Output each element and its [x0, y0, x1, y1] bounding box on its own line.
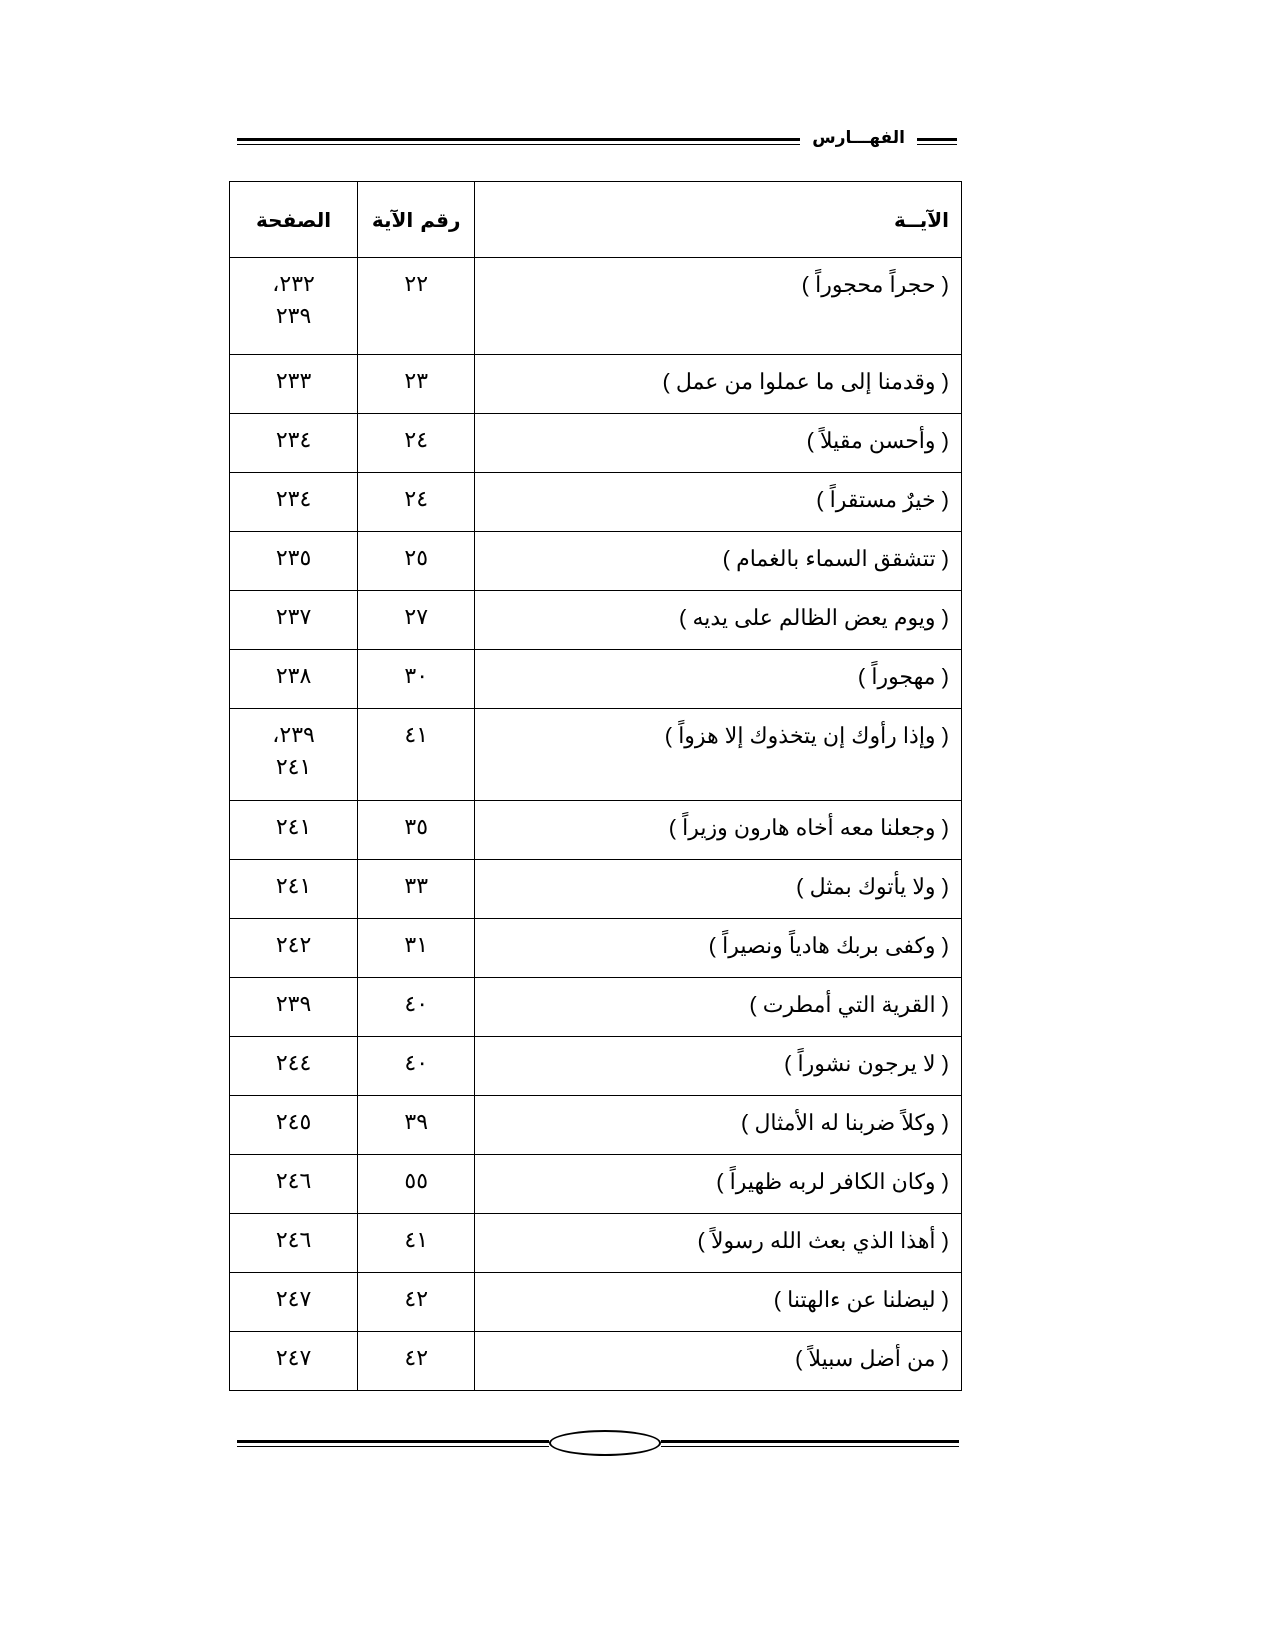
column-header-verse: الآيــة: [474, 181, 962, 258]
verse-text-cell: ( من أضل سبيلاً ): [474, 1331, 962, 1391]
verse-number-cell: ٤٠: [357, 1036, 476, 1096]
page-number-cell: ٢٤٦: [228, 1154, 359, 1214]
column-header-verse-number: رقم الآية: [357, 181, 476, 258]
page-number-cell: ٢٣٢، ٢٣٩: [228, 257, 359, 355]
page-number-cell: ٢٣٣: [228, 354, 359, 414]
verse-number-cell: ٢٤: [357, 472, 476, 532]
verse-number-cell: ٣٩: [357, 1095, 476, 1155]
verse-number-cell: ٢٢: [357, 257, 476, 355]
header-rule-right: [917, 138, 957, 145]
table-row: ( ويوم يعض الظالم على يديه ) ٢٧ ٢٣٧: [228, 590, 962, 650]
verse-text-cell: ( القرية التي أمطرت ): [474, 977, 962, 1037]
verse-text-cell: ( وكان الكافر لربه ظهيراً ): [474, 1154, 962, 1214]
page-number-cell: ٢٤٧: [228, 1272, 359, 1332]
table-row: ( وكفى بربك هادياً ونصيراً ) ٣١ ٢٤٢: [228, 918, 962, 978]
page-number-cell: ٢٤٢: [228, 918, 359, 978]
verse-number-cell: ٤١: [357, 708, 476, 801]
verse-text-cell: ( خيرٌ مستقراً ): [474, 472, 962, 532]
verse-number-cell: ٢٣: [357, 354, 476, 414]
verse-text-cell: ( مهجوراً ): [474, 649, 962, 709]
page-number-cell: ٢٣٥: [228, 531, 359, 591]
page-number-cell: ٢٣٩، ٢٤١: [228, 708, 359, 801]
table-row: ( لا يرجون نشوراً ) ٤٠ ٢٤٤: [228, 1036, 962, 1096]
page-number-cell: ٢٤٧: [228, 1331, 359, 1391]
table-row: ( أهذا الذي بعث الله رسولاً ) ٤١ ٢٤٦: [228, 1213, 962, 1273]
table-row: ( ولا يأتوك بمثل ) ٣٣ ٢٤١: [228, 859, 962, 919]
verse-number-cell: ٤٠: [357, 977, 476, 1037]
verse-text-cell: ( وكفى بربك هادياً ونصيراً ): [474, 918, 962, 978]
verse-index-table: الآيــة رقم الآية الصفحة ( حجراً محجوراً…: [228, 181, 962, 1391]
table-row: ( القرية التي أمطرت ) ٤٠ ٢٣٩: [228, 977, 962, 1037]
header-rule-left: [237, 138, 800, 145]
page-number-cell: ٢٣٧: [228, 590, 359, 650]
table-row: ( خيرٌ مستقراً ) ٢٤ ٢٣٤: [228, 472, 962, 532]
footer-rule-right: [661, 1440, 959, 1447]
verse-number-cell: ٤١: [357, 1213, 476, 1273]
table-row: ( من أضل سبيلاً ) ٤٢ ٢٤٧: [228, 1331, 962, 1391]
page-number-cell: ٢٣٨: [228, 649, 359, 709]
verse-text-cell: ( وقدمنا إلى ما عملوا من عمل ): [474, 354, 962, 414]
verse-number-cell: ٥٥: [357, 1154, 476, 1214]
verse-number-cell: ٢٤: [357, 413, 476, 473]
page-number-cell: ٢٣٤: [228, 413, 359, 473]
page-number-cell: ٢٤١: [228, 859, 359, 919]
footer-rule-left: [237, 1440, 549, 1447]
table-row: ( وجعلنا معه أخاه هارون وزيراً ) ٣٥ ٢٤١: [228, 800, 962, 860]
verse-text-cell: ( ويوم يعض الظالم على يديه ): [474, 590, 962, 650]
table-row: ( تتشقق السماء بالغمام ) ٢٥ ٢٣٥: [228, 531, 962, 591]
verse-text-cell: ( أهذا الذي بعث الله رسولاً ): [474, 1213, 962, 1273]
verse-number-cell: ٣٥: [357, 800, 476, 860]
verse-text-cell: ( تتشقق السماء بالغمام ): [474, 531, 962, 591]
table-row: ( مهجوراً ) ٣٠ ٢٣٨: [228, 649, 962, 709]
verse-text-cell: ( وجعلنا معه أخاه هارون وزيراً ): [474, 800, 962, 860]
verse-text-cell: ( حجراً محجوراً ): [474, 257, 962, 355]
table-row: ( وقدمنا إلى ما عملوا من عمل ) ٢٣ ٢٣٣: [228, 354, 962, 414]
table-header-row: الآيــة رقم الآية الصفحة: [228, 181, 962, 258]
page-footer: [237, 1430, 959, 1460]
verse-text-cell: ( وكلاً ضربنا له الأمثال ): [474, 1095, 962, 1155]
verse-text-cell: ( ليضلنا عن ءالهتنا ): [474, 1272, 962, 1332]
verse-text-cell: ( وإذا رأوك إن يتخذوك إلا هزواً ): [474, 708, 962, 801]
verse-number-cell: ٢٧: [357, 590, 476, 650]
table-row: ( ليضلنا عن ءالهتنا ) ٤٢ ٢٤٧: [228, 1272, 962, 1332]
table-row: ( وكلاً ضربنا له الأمثال ) ٣٩ ٢٤٥: [228, 1095, 962, 1155]
page-header: الفهـــارس: [237, 128, 957, 156]
verse-number-cell: ٤٢: [357, 1272, 476, 1332]
table-row: ( حجراً محجوراً ) ٢٢ ٢٣٢، ٢٣٩: [228, 257, 962, 355]
page-number-cell: ٢٤١: [228, 800, 359, 860]
page-number-cell: ٢٤٥: [228, 1095, 359, 1155]
verse-number-cell: ٣٣: [357, 859, 476, 919]
table-row: ( وأحسن مقيلاً ) ٢٤ ٢٣٤: [228, 413, 962, 473]
verse-number-cell: ٣١: [357, 918, 476, 978]
page-number-cell: ٢٣٤: [228, 472, 359, 532]
verse-number-cell: ٢٥: [357, 531, 476, 591]
page-number-cell: ٢٤٦: [228, 1213, 359, 1273]
table-row: ( وكان الكافر لربه ظهيراً ) ٥٥ ٢٤٦: [228, 1154, 962, 1214]
page-number-cell: ٢٣٩: [228, 977, 359, 1037]
table-row: ( وإذا رأوك إن يتخذوك إلا هزواً ) ٤١ ٢٣٩، …: [228, 708, 962, 801]
verse-text-cell: ( وأحسن مقيلاً ): [474, 413, 962, 473]
verse-number-cell: ٣٠: [357, 649, 476, 709]
verse-number-cell: ٤٢: [357, 1331, 476, 1391]
page-number-cell: ٢٤٤: [228, 1036, 359, 1096]
page-header-title: الفهـــارس: [812, 128, 905, 148]
verse-text-cell: ( ولا يأتوك بمثل ): [474, 859, 962, 919]
page-number-oval: [549, 1430, 661, 1456]
column-header-page: الصفحة: [228, 181, 359, 258]
verse-text-cell: ( لا يرجون نشوراً ): [474, 1036, 962, 1096]
